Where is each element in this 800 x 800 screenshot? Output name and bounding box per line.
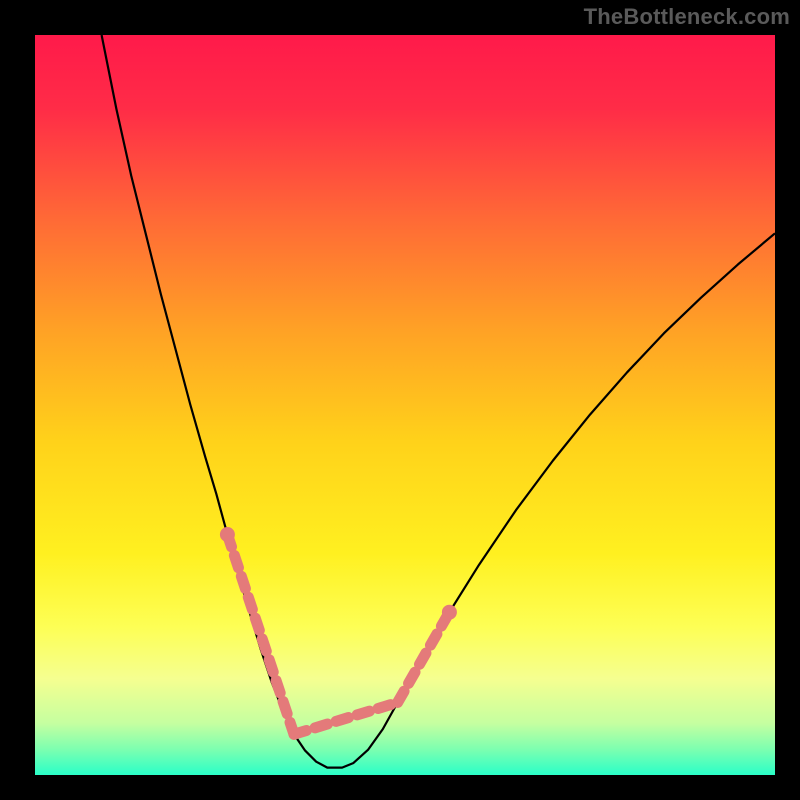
- watermark-text: TheBottleneck.com: [584, 4, 790, 30]
- plot-background: [35, 35, 775, 775]
- highlight-endpoint: [442, 605, 457, 620]
- bottleneck-chart: [0, 0, 800, 800]
- highlight-endpoint: [220, 527, 235, 542]
